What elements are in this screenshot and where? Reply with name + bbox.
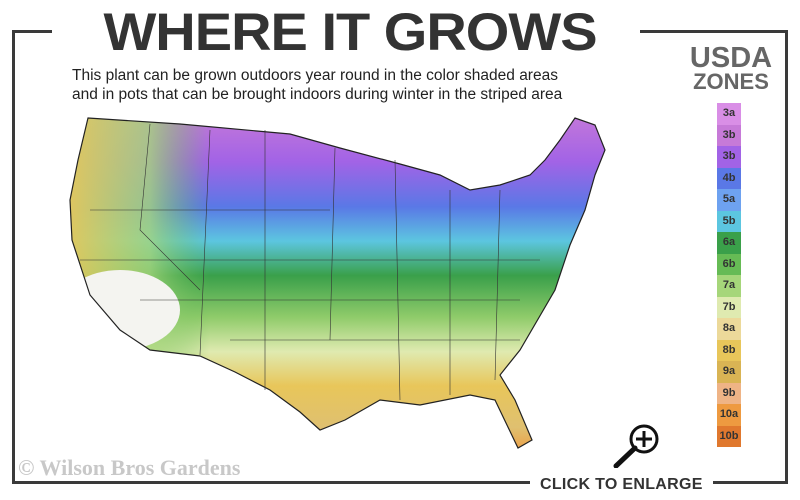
legend-zone-5b: 5b [717,210,741,232]
zone-legend: 3a 3b 3b 4b 5a 5b 6a 6b 7a 7b 8a 8b 9a 9b 10a 10b [717,103,741,447]
page-title: WHERE IT GROWS [103,1,597,62]
click-to-enlarge-button[interactable]: CLICK TO ENLARGE [530,474,713,496]
frame-top-left [12,30,52,33]
legend-title-line-2: ZONES [693,69,769,94]
subtitle: This plant can be grown outdoors year ro… [72,66,652,104]
subtitle-line-2: and in pots that can be brought indoors … [72,86,563,103]
legend-zone-4b: 4b [717,167,741,189]
legend-zone-8a: 8a [717,318,741,340]
legend-zone-7a: 7a [717,275,741,297]
legend-zone-5a: 5a [717,189,741,211]
legend-zone-6b: 6b [717,253,741,275]
legend-zone-8b: 8b [717,339,741,361]
legend-title: USDA ZONES [676,42,786,94]
legend-zone-3a: 3a [717,103,741,125]
state-borders [80,123,540,401]
legend-zone-10b: 10b [717,425,741,447]
legend-zone-6a: 6a [717,232,741,254]
legend-zone-10a: 10a [717,404,741,426]
copyright-watermark: © Wilson Bros Gardens [18,455,241,480]
frame-border [12,30,788,484]
magnifier-plus-icon[interactable] [610,422,666,468]
legend-zone-7b: 7b [717,296,741,318]
frame-top-right [640,30,788,33]
legend-zone-9b: 9b [717,382,741,404]
legend-zone-3b: 3b [717,146,741,168]
legend-zone-3b: 3b [717,124,741,146]
legend-title-line-1: USDA [689,42,773,74]
legend-zone-9a: 9a [717,361,741,383]
subtitle-line-1: This plant can be grown outdoors year ro… [72,67,558,84]
zone-shading [70,118,605,448]
